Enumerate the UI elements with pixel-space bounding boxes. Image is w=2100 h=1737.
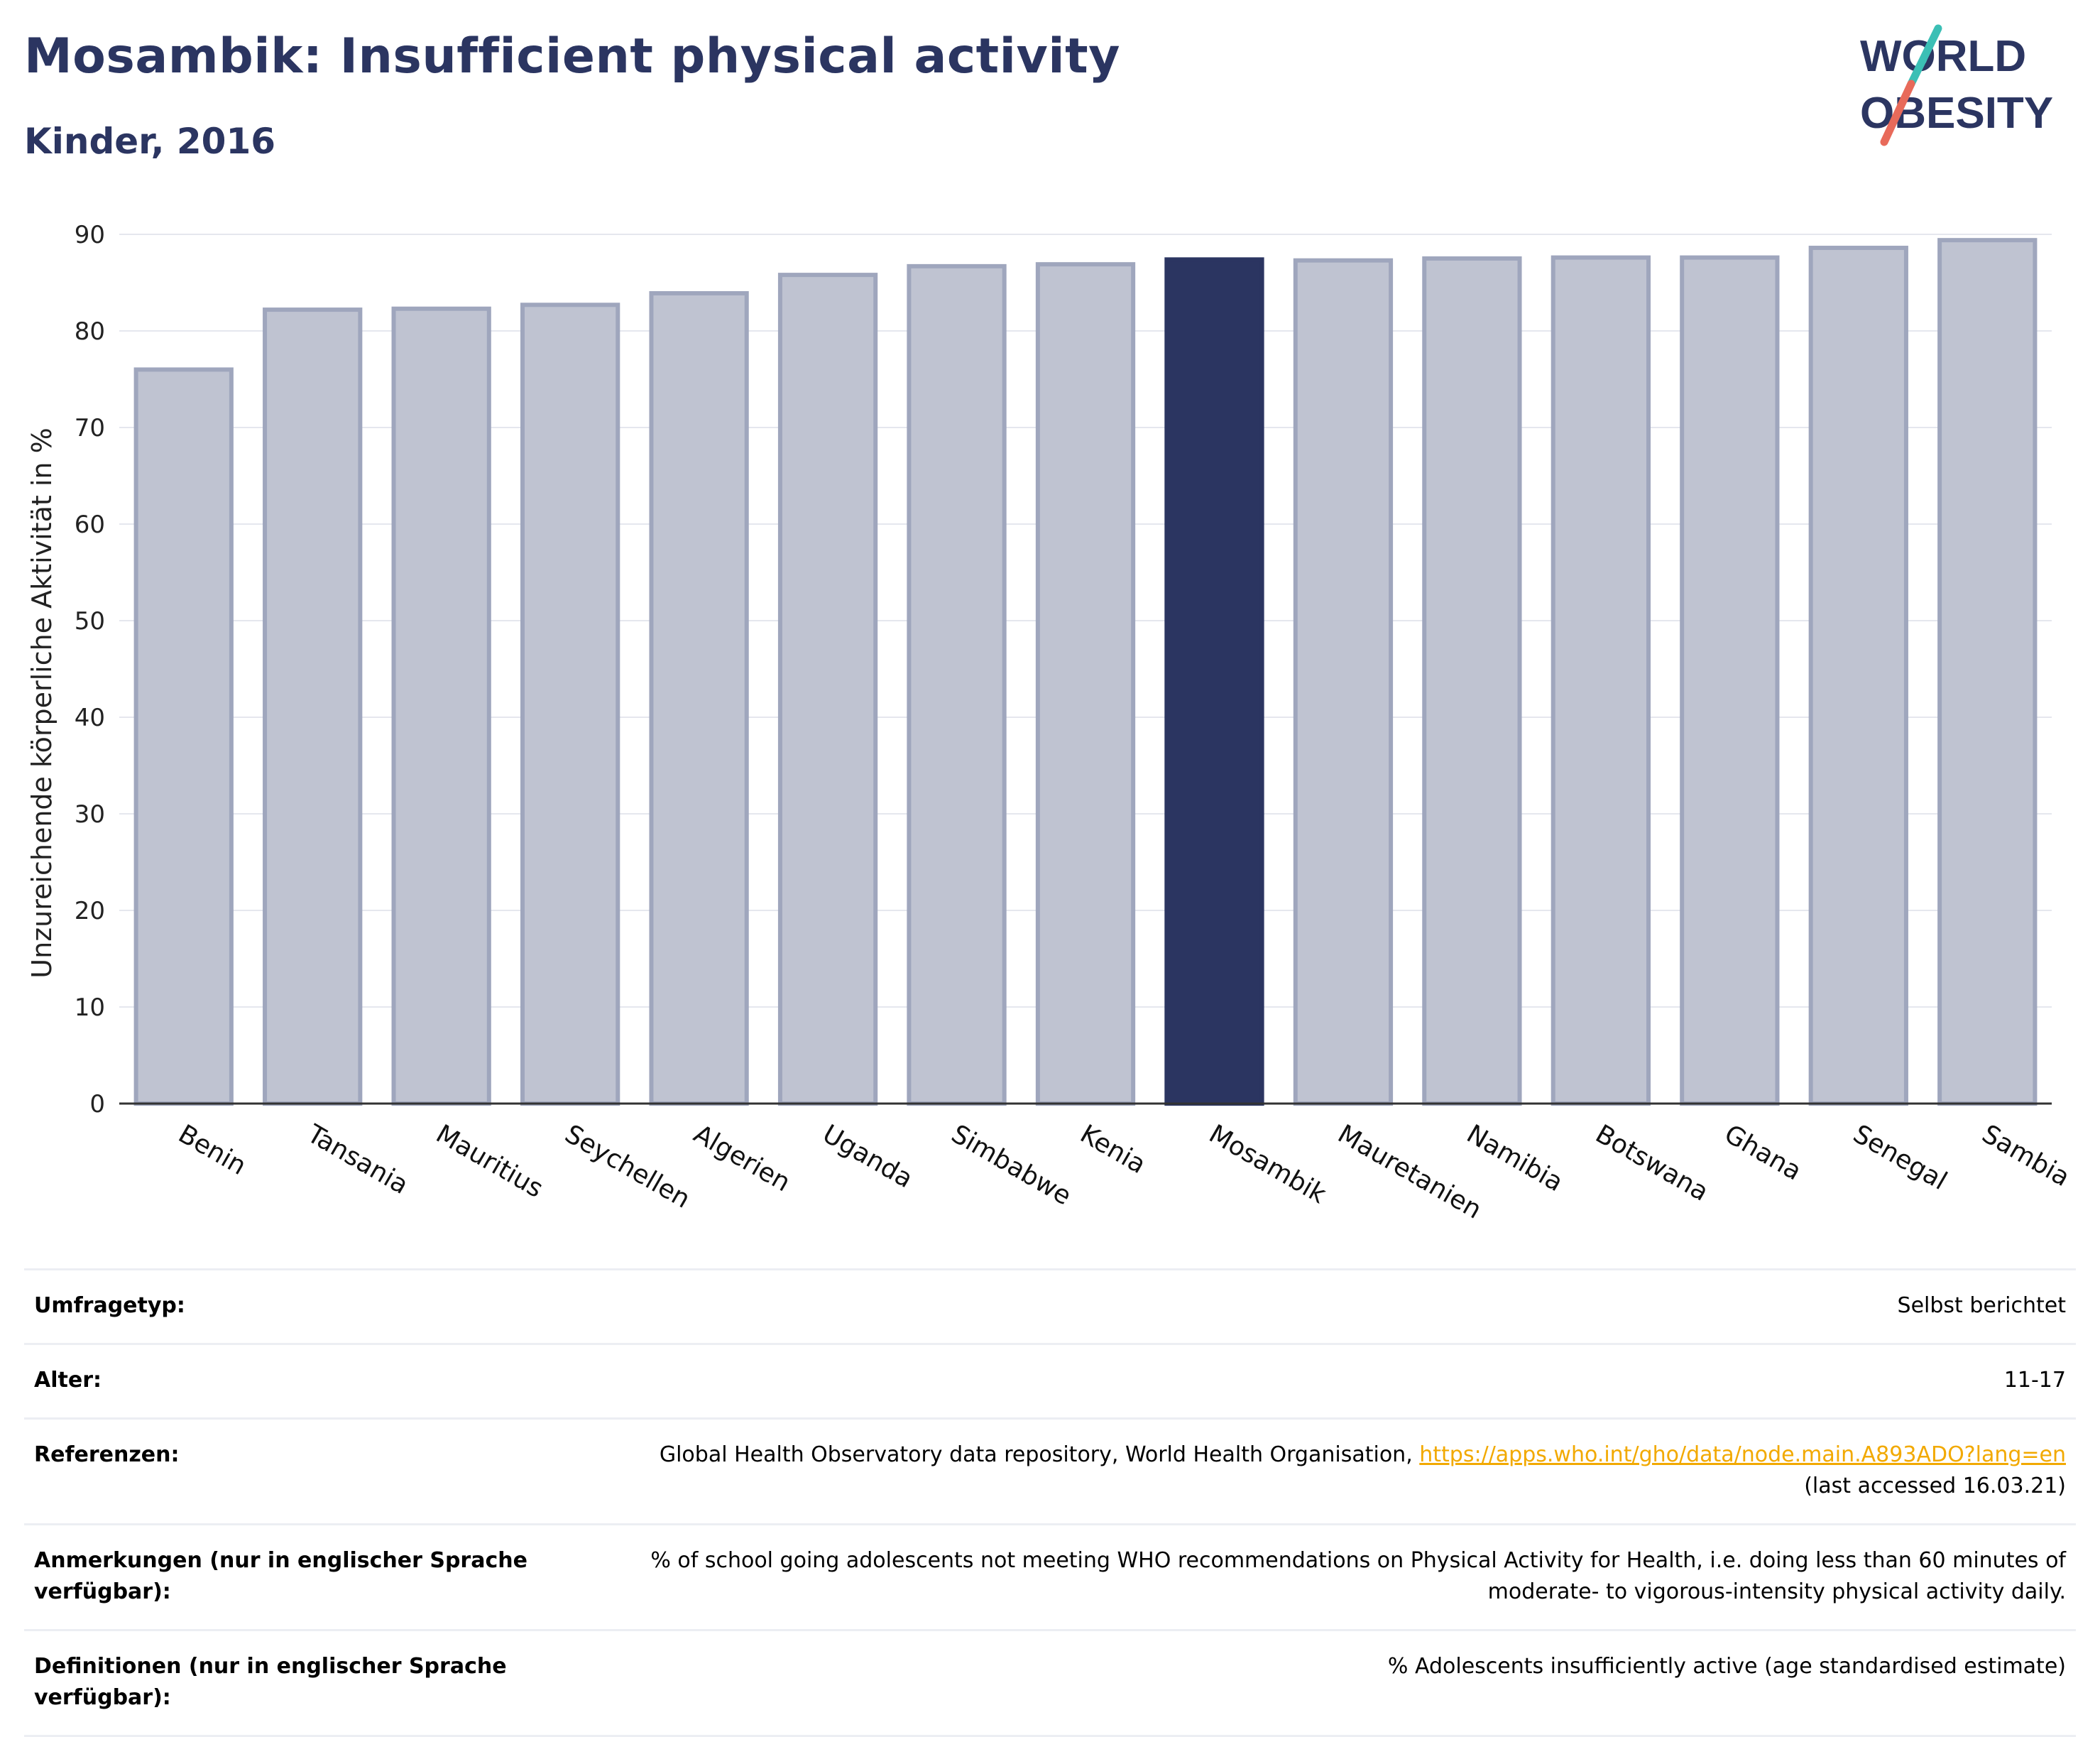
- y-tick-label: 90: [75, 221, 105, 249]
- info-row-survey-type: Umfragetyp: Selbst berichtet: [24, 1268, 2076, 1343]
- bar-senegal: [1808, 246, 1908, 1106]
- bar-kenia: [1035, 262, 1136, 1106]
- logo-teal-slash: [1907, 24, 1942, 88]
- bar-benin: [133, 367, 234, 1106]
- x-tick-label: Sambia: [1977, 1119, 2074, 1192]
- x-tick-label: Mauritius: [431, 1119, 548, 1204]
- info-row-age: Alter: 11-17: [24, 1343, 2076, 1417]
- x-tick-label: Namibia: [1462, 1119, 1568, 1197]
- logo-line1: WORLD: [1860, 32, 2026, 81]
- info-value: % Adolescents insufficiently active (age…: [1387, 1654, 2066, 1679]
- info-label: Alter:: [34, 1368, 102, 1393]
- x-tick-label: Mauretanien: [1333, 1119, 1486, 1225]
- y-tick-label: 0: [89, 1090, 105, 1118]
- info-value-references: Global Health Observatory data repositor…: [545, 1439, 2066, 1502]
- world-obesity-logo: WORLD OBESITY: [1860, 24, 2053, 146]
- info-value: 11-17: [2003, 1368, 2066, 1393]
- bar-botswana: [1551, 255, 1651, 1106]
- bar-algerien: [649, 290, 749, 1106]
- x-tick-label: Algerien: [689, 1119, 795, 1197]
- info-value: Selbst berichtet: [1897, 1293, 2066, 1318]
- y-tick-label: 50: [75, 607, 105, 636]
- bar-mauritius: [391, 306, 491, 1106]
- bar-simbabwe: [907, 263, 1007, 1106]
- reference-link[interactable]: https://apps.who.int/gho/data/node.main.…: [1419, 1442, 2066, 1467]
- x-tick-label: Kenia: [1076, 1119, 1151, 1180]
- y-axis-label: Unzureichende körperliche Aktivität in %: [26, 428, 58, 978]
- info-label: Referenzen:: [34, 1442, 180, 1467]
- info-label: Anmerkungen (nur in englischer Sprache v…: [34, 1548, 527, 1604]
- x-tick-label: Simbabwe: [946, 1119, 1076, 1211]
- bar-mosambik: [1164, 257, 1264, 1106]
- x-tick-label: Mosambik: [1204, 1119, 1331, 1209]
- reference-text: Global Health Observatory data repositor…: [659, 1442, 1420, 1467]
- y-tick-label: 20: [75, 897, 105, 925]
- y-tick-label: 80: [75, 317, 105, 346]
- bar-tansania: [263, 307, 363, 1106]
- bar-mauretanien: [1293, 258, 1394, 1106]
- info-row-definitions: Definitionen (nur in englischer Sprache …: [24, 1629, 2076, 1737]
- x-tick-label: Senegal: [1848, 1119, 1952, 1196]
- x-tick-label: Tansania: [302, 1119, 413, 1200]
- x-tick-label: Ghana: [1719, 1119, 1806, 1186]
- info-value: % of school going adolescents not meetin…: [650, 1548, 2066, 1604]
- reference-accessed: (last accessed 16.03.21): [1804, 1474, 2066, 1498]
- bars: [133, 238, 2038, 1106]
- y-tick-label: 70: [75, 414, 105, 442]
- info-row-references: Referenzen: Global Health Observatory da…: [24, 1417, 2076, 1523]
- bar-seychellen: [520, 303, 620, 1106]
- y-tick-label: 40: [75, 704, 105, 732]
- info-row-notes: Anmerkungen (nur in englischer Sprache v…: [24, 1523, 2076, 1629]
- bar-uganda: [777, 273, 878, 1106]
- page-title: Mosambik: Insufficient physical activity: [24, 28, 1120, 85]
- bar-chart: 0 10 20 30 40 50 60 70 80 90 Benin Tansania Mauritiu…: [26, 221, 2074, 1225]
- x-tick-label: Botswana: [1590, 1119, 1713, 1207]
- bar-ghana: [1680, 255, 1780, 1106]
- info-label: Umfragetyp:: [34, 1293, 185, 1318]
- x-tick-label: Seychellen: [560, 1119, 695, 1214]
- y-tick-label: 30: [75, 800, 105, 829]
- page-subtitle: Kinder, 2016: [24, 121, 276, 162]
- bar-namibia: [1422, 256, 1522, 1106]
- y-tick-label: 10: [75, 993, 105, 1022]
- y-tick-label: 60: [75, 511, 105, 539]
- x-tick-label: Benin: [173, 1119, 251, 1181]
- x-tick-label: Uganda: [818, 1119, 918, 1194]
- info-table: Umfragetyp: Selbst berichtet Alter: 11-1…: [24, 1268, 2076, 1737]
- bar-sambia: [1937, 238, 2038, 1106]
- logo-coral-slash: [1880, 80, 1915, 146]
- info-label: Definitionen (nur in englischer Sprache …: [34, 1654, 507, 1710]
